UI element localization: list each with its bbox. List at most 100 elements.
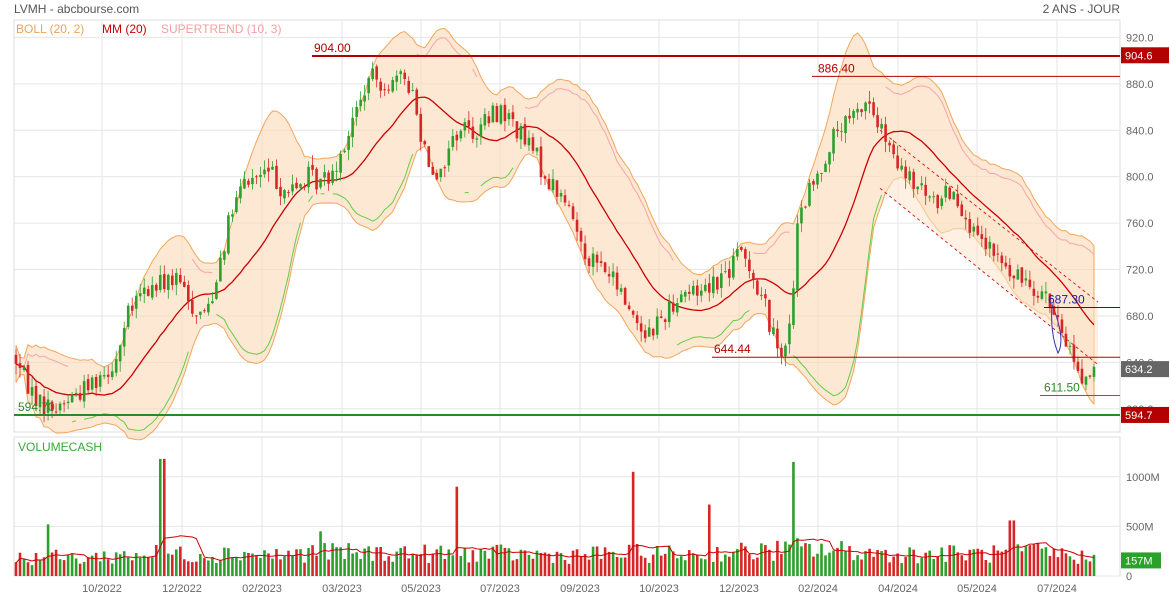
price-tick-label: 800.0 — [1126, 172, 1154, 184]
volume-bar — [215, 562, 218, 576]
volume-bar — [715, 547, 719, 576]
candle-body — [499, 105, 503, 124]
candle-body — [74, 392, 78, 394]
volume-bar — [391, 561, 395, 576]
candle-body — [748, 259, 751, 272]
volume-bar — [744, 546, 747, 576]
candle-body — [146, 289, 150, 296]
volume-bar — [912, 549, 915, 576]
candle-body — [195, 315, 198, 317]
candle-body — [639, 323, 643, 332]
candle-body — [924, 184, 927, 196]
candle-body — [174, 272, 178, 285]
candle-body — [784, 345, 787, 357]
volume-bar — [443, 558, 447, 576]
candle-body — [363, 95, 366, 102]
candle-body — [812, 181, 815, 185]
volume-bar — [323, 543, 326, 576]
candle-body — [50, 401, 54, 412]
volume-bar — [575, 549, 579, 576]
candle-body — [231, 214, 234, 217]
candle-body — [283, 190, 286, 199]
volume-bar — [848, 546, 851, 576]
candle-body — [816, 173, 819, 185]
candle-body — [1052, 306, 1056, 315]
candle-body — [768, 299, 771, 332]
supertrend-segment — [472, 68, 478, 78]
candle-body — [860, 109, 863, 113]
volume-bar — [988, 562, 992, 576]
candle-body — [699, 290, 703, 296]
candle-body — [471, 126, 475, 139]
volume-bar — [736, 549, 739, 576]
volume-bar — [776, 540, 779, 576]
candle-body — [876, 115, 879, 128]
price-tick-label: 880.0 — [1126, 79, 1154, 91]
candle-body — [908, 171, 911, 181]
volume-bar — [307, 547, 310, 576]
volume-bar — [567, 563, 571, 576]
volume-bar — [535, 550, 539, 576]
candle-body — [66, 401, 70, 404]
candle-body — [423, 141, 427, 145]
candle-body — [952, 191, 956, 200]
volume-bar — [788, 544, 791, 576]
price-tag-bg — [1121, 47, 1169, 64]
candle-body — [904, 166, 907, 179]
level-label: 886.40 — [818, 61, 855, 75]
volume-bar — [732, 551, 735, 576]
volume-bar — [507, 548, 511, 576]
candle-body — [162, 274, 166, 290]
volume-bar — [816, 553, 819, 576]
volume-bar — [932, 559, 936, 576]
candle-body — [976, 225, 980, 235]
candle-body — [752, 272, 755, 280]
candle-body — [94, 376, 98, 388]
volume-bar — [1036, 543, 1040, 576]
supertrend-segment — [71, 420, 77, 423]
candle-body — [992, 243, 996, 256]
volume-tag-bg — [1121, 552, 1161, 569]
candle-body — [14, 354, 18, 364]
volume-bar — [207, 560, 210, 576]
volume-bar — [54, 549, 58, 576]
supertrend-segment — [308, 195, 314, 203]
volume-bar — [1084, 559, 1088, 576]
volume-bar — [623, 557, 627, 576]
candle-body — [307, 166, 310, 188]
candle-body — [118, 345, 122, 362]
candlestick-series — [14, 61, 1096, 423]
volume-bar — [319, 531, 322, 576]
candle-body — [968, 219, 972, 233]
volume-bar — [483, 550, 487, 576]
candle-body — [808, 182, 811, 206]
volume-bar — [58, 559, 62, 576]
candle-body — [667, 301, 671, 323]
volume-bar — [515, 559, 519, 576]
candle-body — [892, 144, 895, 155]
candle-body — [451, 136, 455, 147]
volume-bar — [812, 556, 815, 576]
candle-body — [211, 301, 214, 304]
volume-bar — [235, 557, 238, 576]
candle-body — [844, 116, 847, 134]
volume-bar — [1000, 551, 1004, 576]
candle-body — [419, 113, 423, 142]
candle-body — [1064, 333, 1068, 347]
volume-bar — [964, 560, 968, 576]
period-label: 2 ANS - JOUR — [1043, 2, 1121, 16]
supertrend-segment — [216, 222, 301, 355]
candle-body — [583, 243, 587, 260]
volume-bar — [1064, 553, 1068, 576]
candle-body — [319, 178, 322, 188]
volume-bar — [952, 545, 956, 576]
volume-bar — [1072, 559, 1076, 576]
volume-bar — [22, 559, 26, 576]
volume-bar — [439, 545, 443, 576]
volume-bar — [764, 545, 767, 576]
candle-body — [691, 285, 695, 295]
candle-body — [1080, 368, 1084, 384]
price-panel-frame — [13, 19, 1121, 433]
volume-bar — [836, 547, 839, 576]
